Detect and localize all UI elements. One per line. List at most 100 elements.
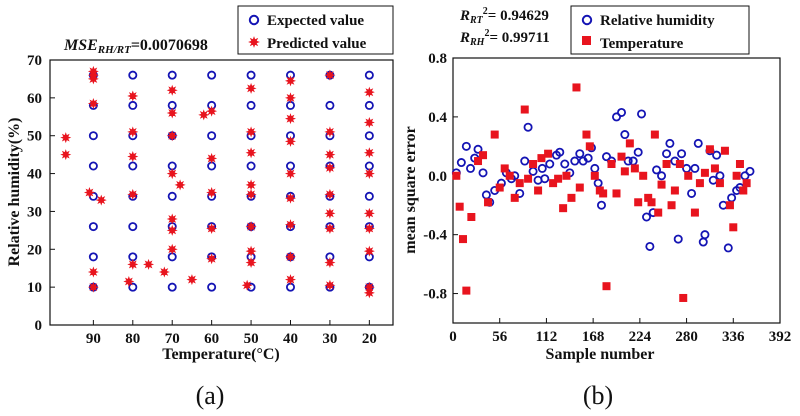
panel-a-y-tick-label: 60 (27, 91, 42, 107)
predicted-value-point (363, 147, 375, 159)
panel-b-chart: 0 56 112 168 224 280 336 392 -0.8-0.40.00.40.8 … (402, 5, 791, 410)
expected-value-point (88, 131, 98, 141)
predicted-value-point (324, 69, 336, 81)
temperature-point (654, 208, 663, 217)
temperature-point (602, 282, 611, 291)
panel-a-y-tick-label: 70 (27, 53, 42, 69)
relative-humidity-point (623, 156, 633, 166)
panel-a-y-tick-label: 40 (27, 167, 42, 183)
panel-a-x-tick-label: 20 (362, 331, 377, 347)
predicted-value-point (245, 179, 257, 191)
predicted-value-point (241, 279, 253, 291)
predicted-value-point (245, 257, 257, 269)
temperature-point (670, 186, 679, 195)
relative-humidity-point (712, 150, 722, 160)
panel-b-label: (b) (583, 381, 613, 410)
temperature-point (650, 130, 659, 139)
temperature-point (582, 130, 591, 139)
temperature-point (474, 157, 483, 166)
temperature-point (479, 151, 488, 160)
panel-a-y-tick-label: 30 (27, 204, 42, 220)
predicted-value-point (95, 194, 107, 206)
predicted-value-point (363, 222, 375, 234)
temperature-point (529, 160, 538, 168)
predicted-value-point (206, 152, 218, 164)
temperature-point (684, 171, 693, 180)
temperature-point (490, 130, 499, 139)
relative-humidity-point (617, 107, 627, 117)
relative-humidity-point (633, 147, 643, 157)
expected-value-point (88, 161, 98, 171)
temperature-point (729, 223, 738, 232)
panel-b-r2-rh-annotation: RRH2= 0.99711 (459, 28, 550, 48)
temperature-point (735, 160, 744, 168)
temperature-point (590, 171, 599, 180)
panel-a-x-tick-label: 50 (244, 331, 259, 347)
relative-humidity-point (745, 166, 755, 176)
predicted-value-point (324, 126, 336, 138)
predicted-value-point (158, 266, 170, 278)
relative-humidity-point (718, 200, 728, 210)
temperature-point (515, 179, 524, 188)
temperature-point (662, 160, 671, 168)
relative-humidity-point (698, 237, 708, 247)
legend-rh-label: Relative humidity (600, 13, 715, 29)
temperature-point (715, 179, 724, 188)
panel-b-legend-box (570, 5, 750, 55)
predicted-value-point (87, 266, 99, 278)
expected-value-point (246, 70, 256, 80)
panel-a-y-tick-label: 20 (27, 242, 42, 258)
temperature-point (690, 208, 699, 217)
panel-a-x-tick-label: 70 (165, 331, 180, 347)
temperature-point (630, 164, 639, 173)
temperature-point (617, 152, 626, 161)
predicted-value-point (206, 187, 218, 198)
relative-humidity-point (466, 163, 476, 173)
temperature-point (452, 171, 461, 180)
panel-b-x-tick-label: 112 (536, 329, 558, 345)
panel-b-plot-frame (452, 57, 781, 324)
panel-a-y-tick-label: 0 (35, 318, 43, 334)
predicted-value-point (198, 109, 210, 121)
relative-humidity-point (652, 165, 662, 175)
temperature-point (695, 179, 704, 188)
panel-b-x-tick-label: 0 (449, 329, 457, 345)
temperature-point (612, 189, 621, 198)
legend-expected-marker (248, 14, 260, 26)
relative-humidity-point (520, 156, 530, 166)
temperature-point (524, 174, 533, 183)
temperature-point (599, 189, 608, 198)
temperature-point (500, 164, 509, 173)
predicted-value-point (284, 75, 296, 87)
relative-humidity-point (693, 138, 703, 148)
temperature-point (742, 179, 751, 188)
temperature-point (537, 154, 546, 163)
panel-b-y-tick-label: -0.4 (423, 228, 447, 244)
predicted-value-point (166, 224, 178, 236)
predicted-value-point (245, 82, 257, 94)
relative-humidity-point (590, 163, 600, 173)
temperature-point (675, 160, 684, 168)
relative-humidity-point (620, 130, 630, 140)
predicted-value-point (127, 90, 139, 102)
panel-a-legend: Expected value Predicted value (237, 5, 394, 55)
temperature-point (700, 168, 709, 177)
relative-humidity-point (662, 149, 672, 159)
relative-humidity-point (682, 163, 692, 173)
expected-value-point (364, 70, 374, 80)
panel-b-y-tick-label: 0.0 (428, 169, 447, 185)
relative-humidity-point (537, 163, 547, 173)
temperature-point (484, 198, 493, 207)
relative-humidity-point (481, 190, 491, 200)
expected-value-point (88, 222, 98, 232)
predicted-value-point (186, 274, 198, 286)
panel-b-x-tick-label: 336 (722, 329, 745, 345)
relative-humidity-point (687, 188, 697, 198)
panel-b-x-axis-label: Sample number (546, 346, 655, 363)
temperature-point (625, 139, 634, 148)
panel-a-plot-frame (49, 59, 394, 326)
predicted-value-point (206, 105, 218, 117)
temperature-point (720, 146, 729, 155)
temperature-point (634, 198, 643, 207)
